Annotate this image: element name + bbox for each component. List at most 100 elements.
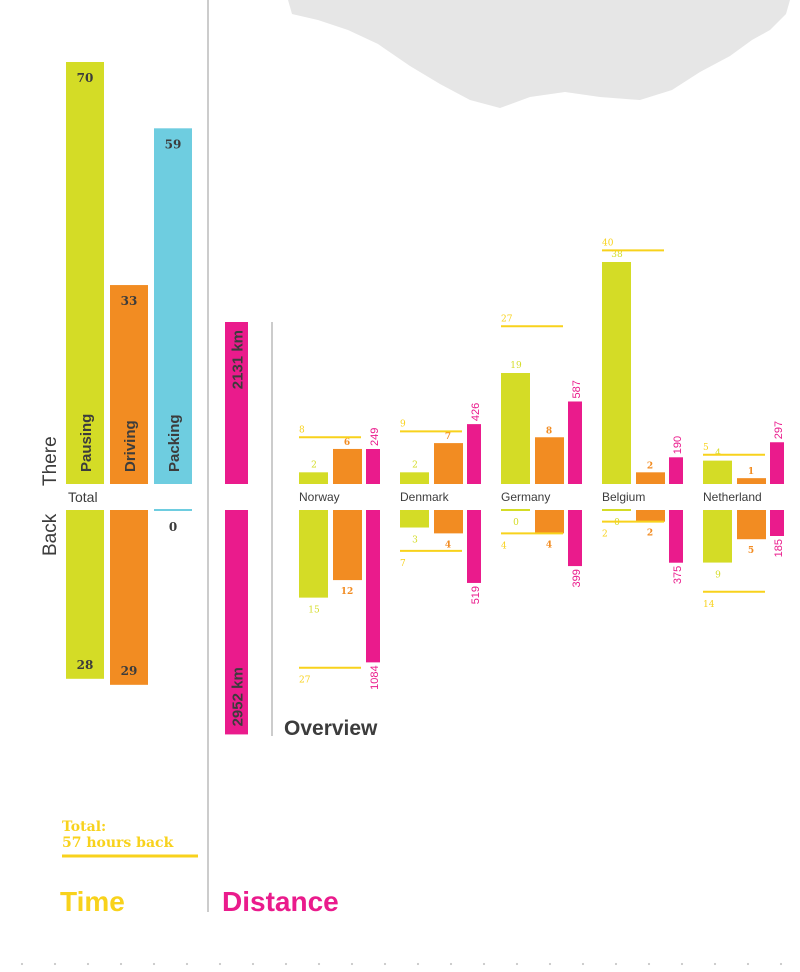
country-label: Germany [501, 490, 550, 504]
max-value-back: 27 [299, 676, 311, 686]
footer-dot [515, 962, 519, 966]
distance-bar-back [366, 510, 380, 663]
footer-dot [614, 962, 618, 966]
driving-bar-there [737, 478, 766, 484]
pausing-bar-there [501, 373, 530, 484]
distance-value-there: 190 [672, 436, 684, 454]
footer-dot [251, 962, 255, 966]
country-label: Norway [299, 490, 340, 504]
time-value-back: 28 [77, 658, 94, 672]
driving-bar-back [535, 510, 564, 534]
distance-bar-there [225, 322, 248, 484]
driving-value-there: 7 [445, 432, 451, 442]
pausing-value-back: 9 [715, 571, 721, 581]
pausing-value-there: 2 [412, 460, 418, 470]
total-label: Total [68, 489, 98, 505]
max-value-there: 8 [299, 425, 305, 435]
pausing-value-there: 38 [611, 250, 623, 260]
footer-dot [86, 962, 90, 966]
driving-bar-back [333, 510, 362, 581]
pausing-value-back: 15 [308, 606, 320, 616]
distance-bar-back [225, 510, 248, 735]
time-category-label: Packing [166, 414, 183, 472]
footer-dot [53, 962, 57, 966]
pausing-bar-there [299, 472, 328, 484]
total-back-hours: 57 hours back [62, 835, 174, 851]
max-value-there: 5 [703, 443, 709, 453]
driving-value-there: 8 [546, 426, 552, 436]
distance-value-there: 249 [369, 428, 381, 446]
country-label: Denmark [400, 490, 450, 504]
footer-dot [449, 962, 453, 966]
driving-bar-there [333, 448, 362, 484]
footer-dot [350, 962, 354, 966]
pausing-value-back: 3 [412, 536, 418, 546]
time-title: Time [60, 886, 125, 917]
footer-dot [218, 962, 222, 966]
time-bar-there [66, 62, 104, 484]
time-value-there: 59 [165, 137, 182, 151]
footer-dot [416, 962, 420, 966]
distance-value-back: 1084 [369, 665, 381, 689]
total-back-label: Total: [62, 819, 106, 835]
max-value-back: 2 [602, 530, 608, 540]
max-value-there: 40 [602, 238, 614, 248]
footer-dot [119, 962, 123, 966]
pausing-bar-there [703, 460, 732, 484]
driving-value-back: 12 [341, 587, 354, 597]
driving-bar-back [737, 510, 766, 540]
time-category-label: Pausing [78, 414, 95, 472]
driving-bar-back [636, 510, 665, 522]
pausing-bar-there [602, 262, 631, 484]
driving-bar-back [434, 510, 463, 534]
distance-value-back: 519 [470, 586, 482, 604]
distance-bar-there [770, 442, 784, 484]
footer-dot [383, 962, 387, 966]
distance-bar-there [467, 424, 481, 484]
max-value-back: 4 [501, 541, 507, 551]
distance-chart: 2131 km 2952 km [225, 322, 248, 735]
distance-bar-back [568, 510, 582, 567]
footer-dot [317, 962, 321, 966]
driving-bar-there [636, 472, 665, 484]
footer-dot [647, 962, 651, 966]
driving-value-there: 2 [647, 461, 653, 471]
time-bar-back [66, 510, 104, 679]
distance-value-back: 2952 km [230, 667, 247, 726]
driving-value-there: 1 [748, 467, 754, 477]
pausing-value-there: 4 [715, 449, 721, 459]
footer-dot [185, 962, 189, 966]
max-value-back: 7 [400, 559, 406, 569]
pausing-value-back: 0 [513, 518, 519, 528]
time-value-back: 29 [121, 664, 138, 678]
distance-value-back: 375 [672, 566, 684, 584]
footer-dot [284, 962, 288, 966]
footer-dot [482, 962, 486, 966]
back-label: Back [40, 513, 61, 556]
time-value-there: 70 [77, 71, 94, 85]
footer-dot [20, 962, 24, 966]
max-value-there: 9 [400, 419, 406, 429]
pausing-bar-there [400, 472, 429, 484]
distance-value-back: 185 [773, 539, 785, 557]
country-label: Belgium [602, 490, 645, 504]
footer-dot [548, 962, 552, 966]
distance-bar-there [568, 401, 582, 484]
distance-value-there: 426 [470, 403, 482, 421]
distance-bar-back [669, 510, 683, 563]
max-value-there: 27 [501, 314, 513, 324]
distance-value-there: 297 [773, 421, 785, 439]
distance-bar-there [669, 457, 683, 484]
time-bar-there [154, 128, 192, 485]
pausing-value-there: 19 [510, 361, 522, 371]
distance-title: Distance [222, 886, 339, 917]
there-label: There [40, 436, 61, 486]
driving-value-back: 2 [647, 529, 653, 539]
overview-title: Overview [284, 717, 378, 740]
pausing-value-back: 0 [614, 518, 620, 528]
footer-dot [581, 962, 585, 966]
time-bar-there [110, 285, 148, 484]
driving-value-back: 4 [445, 540, 451, 550]
